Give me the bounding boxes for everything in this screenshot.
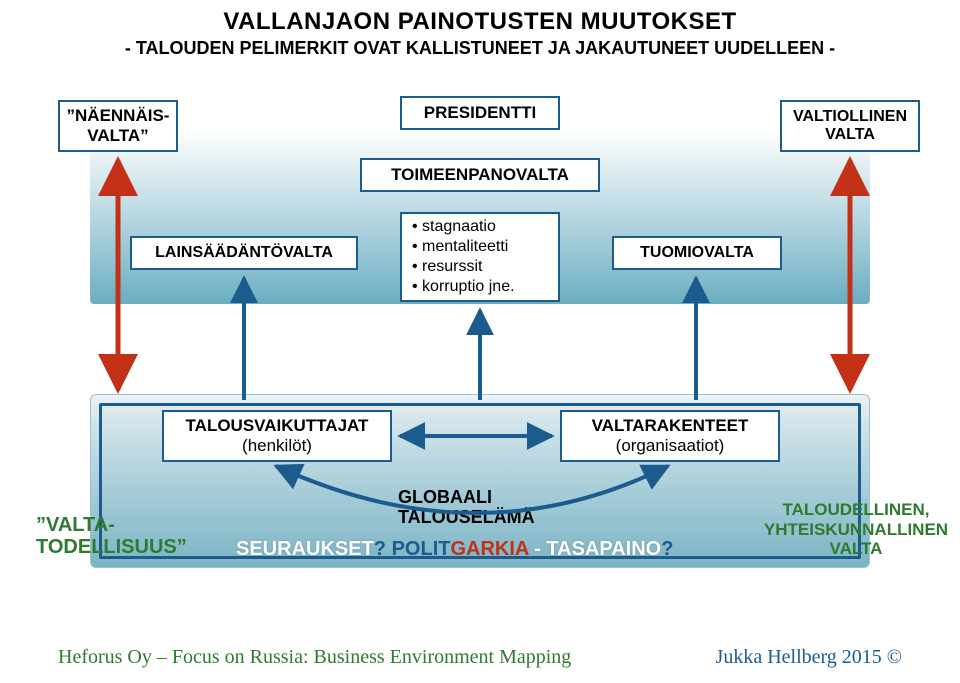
box-talousvaikuttajat: TALOUSVAIKUTTAJAT (henkilöt) <box>162 410 392 462</box>
label-taloudellinen: TALOUDELLINEN, YHTEISKUNNALLINEN VALTA <box>756 500 956 559</box>
valtiollinen-line2: VALTA <box>788 126 912 144</box>
box-lainsaadanto: LAINSÄÄDÄNTÖVALTA <box>130 236 358 270</box>
diagram-title: VALLANJAON PAINOTUSTEN MUUTOKSET - TALOU… <box>0 0 960 59</box>
label-valta-todellisuus: ”VALTA- TODELLISUUS” <box>36 514 187 558</box>
naennais-line2: VALTA” <box>66 126 170 146</box>
valtarakenteet-line1: VALTARAKENTEET <box>568 416 772 436</box>
garkia: GARKIA <box>450 538 528 560</box>
talousvaikuttajat-line1: TALOUSVAIKUTTAJAT <box>170 416 384 436</box>
tal-line1: TALOUDELLINEN, <box>756 500 956 520</box>
box-center-bullets: • stagnaatio • mentaliteetti • resurssit… <box>400 212 560 302</box>
box-tuomiovalta: TUOMIOVALTA <box>612 236 782 270</box>
vt-line1: ”VALTA- <box>36 514 187 536</box>
presidentti-label: PRESIDENTTI <box>408 103 552 123</box>
bullet-1: • mentaliteetti <box>412 237 508 257</box>
globaali-line2: TALOUSELÄMÄ <box>398 508 535 528</box>
bullet-3: • korruptio jne. <box>412 277 515 297</box>
tasapaino-q: ? <box>661 538 673 560</box>
box-presidentti: PRESIDENTTI <box>400 96 560 130</box>
valtiollinen-line1: VALTIOLLINEN <box>788 108 912 126</box>
seuraukset: SEURAUKSET <box>236 538 374 560</box>
label-globaali: GLOBAALI TALOUSELÄMÄ <box>398 488 535 528</box>
box-valtarakenteet: VALTARAKENTEET (organisaatiot) <box>560 410 780 462</box>
title-line1: VALLANJAON PAINOTUSTEN MUUTOKSET <box>0 8 960 36</box>
box-toimeenpanovalta: TOIMEENPANOVALTA <box>360 158 600 192</box>
bullet-2: • resurssit <box>412 257 483 277</box>
title-line2: - TALOUDEN PELIMERKIT OVAT KALLISTUNEET … <box>0 38 960 59</box>
polit: POLIT <box>392 538 451 560</box>
seuraukset-q: ? <box>374 538 392 560</box>
valtarakenteet-line2: (organisaatiot) <box>568 436 772 456</box>
talousvaikuttajat-line2: (henkilöt) <box>170 436 384 456</box>
globaali-line1: GLOBAALI <box>398 488 535 508</box>
bullet-0: • stagnaatio <box>412 217 496 237</box>
box-naennais-valta: ”NÄENNÄIS- VALTA” <box>58 100 178 152</box>
tasapaino: - TASAPAINO <box>529 538 662 560</box>
lainsaadanto-label: LAINSÄÄDÄNTÖVALTA <box>138 244 350 262</box>
vt-line2: TODELLISUUS” <box>36 536 187 558</box>
footer-left: Heforus Oy – Focus on Russia: Business E… <box>58 646 571 669</box>
footer-right: Jukka Hellberg 2015 © <box>716 646 902 669</box>
naennais-line1: ”NÄENNÄIS- <box>66 106 170 126</box>
box-valtiollinen-valta: VALTIOLLINEN VALTA <box>780 100 920 152</box>
tuomiovalta-label: TUOMIOVALTA <box>620 244 774 262</box>
tal-line2: YHTEISKUNNALLINEN <box>756 520 956 540</box>
tal-line3: VALTA <box>756 539 956 559</box>
toimeenpanovalta-label: TOIMEENPANOVALTA <box>368 165 592 185</box>
label-seuraukset-line: SEURAUKSET? POLITGARKIA - TASAPAINO? <box>236 538 673 561</box>
